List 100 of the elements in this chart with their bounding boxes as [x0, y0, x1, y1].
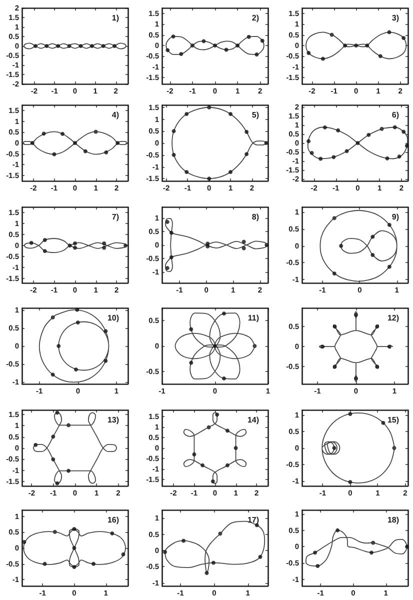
text: 12) — [387, 314, 400, 322]
text: 8) — [252, 212, 260, 222]
point — [316, 564, 320, 568]
line-series — [24, 238, 126, 254]
point — [179, 52, 184, 56]
point — [51, 434, 56, 439]
point — [402, 130, 406, 134]
point — [260, 38, 264, 43]
point — [42, 132, 46, 136]
point — [184, 170, 189, 174]
point — [73, 141, 77, 145]
text: 13) — [107, 416, 120, 424]
point — [306, 50, 311, 55]
point — [182, 538, 186, 543]
point — [51, 457, 56, 462]
point — [192, 452, 196, 456]
point — [244, 152, 249, 156]
point — [224, 48, 228, 52]
point — [381, 420, 386, 425]
point — [56, 344, 61, 348]
point — [34, 442, 38, 447]
point — [110, 531, 114, 536]
line-series — [183, 412, 247, 484]
point — [184, 112, 189, 116]
point — [92, 562, 96, 566]
text: 11) — [248, 314, 260, 322]
point — [354, 376, 358, 380]
point — [102, 241, 106, 246]
text: 15) — [387, 416, 400, 424]
point — [55, 410, 60, 415]
text: 7) — [112, 212, 120, 222]
line-series — [320, 210, 398, 282]
point — [60, 132, 65, 136]
text: 6) — [392, 110, 400, 120]
text: 10) — [107, 314, 120, 322]
line-series — [38, 309, 110, 383]
point — [200, 463, 205, 468]
point — [387, 264, 392, 269]
point — [189, 360, 194, 365]
point — [336, 528, 340, 532]
point — [306, 139, 311, 144]
point — [29, 240, 34, 245]
point — [166, 48, 170, 52]
point — [366, 132, 371, 137]
line-series — [22, 131, 128, 155]
point — [336, 128, 340, 132]
line-series — [23, 528, 126, 568]
point — [371, 540, 376, 545]
point — [225, 428, 230, 433]
point — [365, 43, 370, 48]
point — [242, 246, 246, 250]
point — [190, 43, 194, 48]
point — [73, 241, 77, 246]
point — [50, 315, 55, 320]
point — [104, 358, 108, 363]
point — [332, 155, 336, 160]
point — [387, 30, 392, 34]
point — [348, 412, 352, 416]
point — [75, 308, 80, 312]
point — [189, 327, 194, 332]
text: 14) — [247, 416, 260, 424]
point — [68, 244, 72, 248]
point — [370, 234, 375, 239]
point — [378, 54, 382, 58]
line-series — [305, 530, 408, 566]
point — [50, 372, 55, 377]
point — [392, 446, 396, 450]
point — [354, 43, 358, 48]
point — [212, 344, 217, 348]
point — [72, 527, 76, 531]
point — [332, 272, 336, 276]
point — [116, 141, 120, 145]
point — [102, 246, 106, 250]
point — [387, 222, 392, 227]
text: 18) — [387, 516, 400, 524]
point — [318, 156, 323, 161]
text: 4) — [112, 110, 120, 120]
point — [73, 246, 77, 250]
text: 5) — [252, 110, 260, 120]
point — [52, 152, 56, 156]
line-series — [33, 412, 117, 484]
point — [310, 150, 314, 155]
point — [388, 344, 392, 349]
point — [172, 129, 176, 134]
point — [244, 130, 249, 134]
point — [375, 364, 380, 369]
point — [225, 463, 230, 468]
text: 16) — [107, 516, 120, 524]
point — [206, 244, 210, 248]
point — [369, 550, 374, 555]
point — [171, 34, 176, 38]
point — [72, 565, 76, 569]
point — [172, 152, 176, 157]
point — [228, 112, 233, 116]
line-series — [166, 36, 264, 55]
point — [165, 266, 170, 270]
point — [404, 144, 409, 148]
point — [332, 324, 337, 328]
point — [322, 125, 327, 130]
point — [339, 244, 344, 248]
